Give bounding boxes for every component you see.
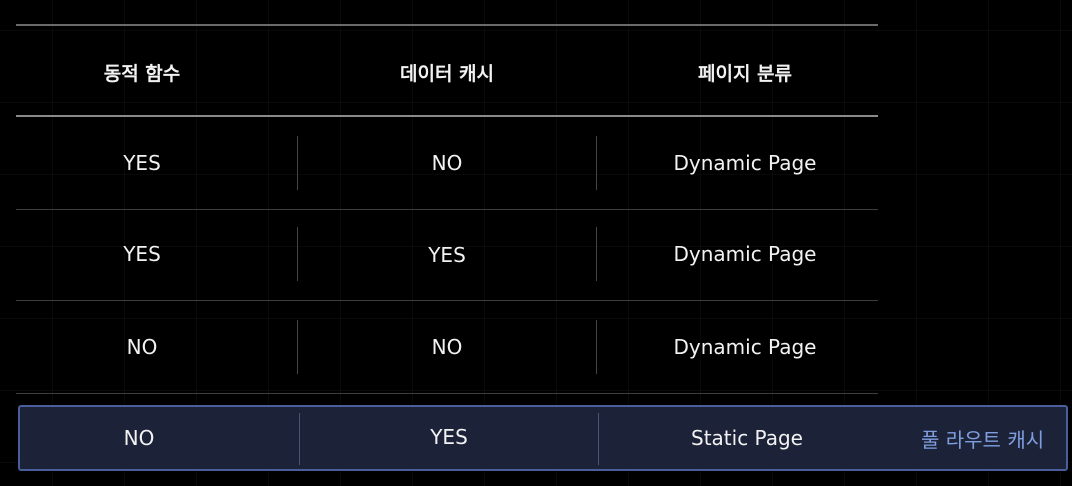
header-dynamic-function: 동적 함수 [103, 62, 181, 85]
row-1-dynamic-function: YES [123, 151, 161, 175]
row-1-divider-1 [297, 136, 298, 190]
highlighted-row-dynamic-function: NO [123, 426, 155, 450]
header-data-cache: 데이터 캐시 [399, 62, 494, 85]
row-1-divider-2 [596, 136, 597, 190]
table-top-rule [16, 24, 878, 26]
row-3-data-cache: NO [431, 335, 463, 359]
row-3-divider-1 [297, 320, 298, 374]
row-2-separator [16, 300, 878, 301]
row-2-data-cache: YES [428, 243, 466, 267]
row-2-page-type: Dynamic Page [673, 242, 817, 266]
highlighted-row-page-type: Static Page [691, 426, 803, 450]
row-1-separator [16, 209, 878, 210]
row-3-page-type: Dynamic Page [673, 335, 817, 359]
row-1-page-type: Dynamic Page [673, 151, 817, 175]
highlighted-row: NO YES Static Page 풀 라우트 캐시 [18, 405, 1068, 471]
full-route-cache-tag: 풀 라우트 캐시 [921, 427, 1045, 452]
table-header-rule [16, 115, 878, 117]
row-2-divider-1 [297, 227, 298, 281]
highlighted-row-data-cache: YES [430, 425, 468, 449]
row-2-divider-2 [596, 227, 597, 281]
row-3-dynamic-function: NO [126, 335, 158, 359]
highlighted-row-divider-1 [299, 413, 300, 465]
row-1-data-cache: NO [431, 151, 463, 175]
row-2-dynamic-function: YES [123, 242, 161, 266]
header-page-type: 페이지 분류 [697, 62, 792, 85]
row-3-divider-2 [596, 320, 597, 374]
row-3-separator [16, 393, 878, 394]
highlighted-row-divider-2 [598, 413, 599, 465]
